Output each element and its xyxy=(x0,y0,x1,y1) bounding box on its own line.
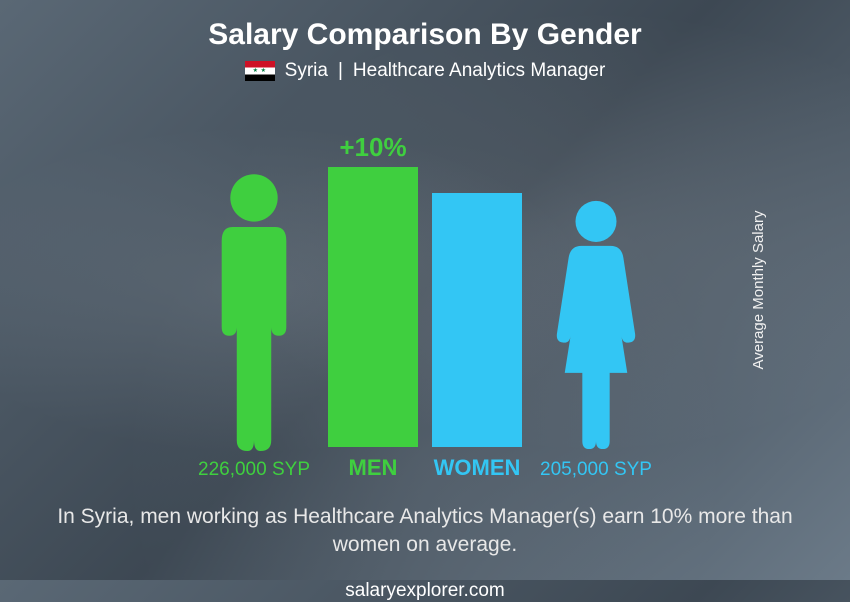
women-figure-col: 205,000 SYP xyxy=(540,92,652,481)
chart-area: 226,000 SYP +10% MEN WOMEN 205,000 SYP xyxy=(40,92,810,491)
male-figure-icon xyxy=(199,171,309,451)
bar-group: +10% MEN WOMEN xyxy=(328,92,522,481)
footer-link: salaryexplorer.com xyxy=(345,580,504,602)
description-text: In Syria, men working as Healthcare Anal… xyxy=(50,503,800,560)
men-bar xyxy=(328,167,418,447)
men-bar-col: +10% MEN xyxy=(328,132,418,481)
role-label: Healthcare Analytics Manager xyxy=(353,60,605,82)
subtitle-row: Syria | Healthcare Analytics Manager xyxy=(245,60,606,82)
women-bar xyxy=(432,193,522,447)
main-container: Salary Comparison By Gender Syria | Heal… xyxy=(0,0,850,580)
female-figure-icon xyxy=(541,197,651,451)
men-figure-col: 226,000 SYP xyxy=(198,92,310,481)
syria-flag-icon xyxy=(245,61,275,81)
country-label: Syria xyxy=(285,60,328,82)
women-bar-col: WOMEN xyxy=(432,132,522,481)
y-axis-label: Average Monthly Salary xyxy=(750,211,767,370)
page-title: Salary Comparison By Gender xyxy=(208,18,641,52)
men-salary: 226,000 SYP xyxy=(198,459,310,481)
women-bar-label: WOMEN xyxy=(434,455,521,481)
difference-label: +10% xyxy=(339,132,406,163)
separator: | xyxy=(338,60,343,82)
women-salary: 205,000 SYP xyxy=(540,459,652,481)
men-bar-label: MEN xyxy=(349,455,398,481)
